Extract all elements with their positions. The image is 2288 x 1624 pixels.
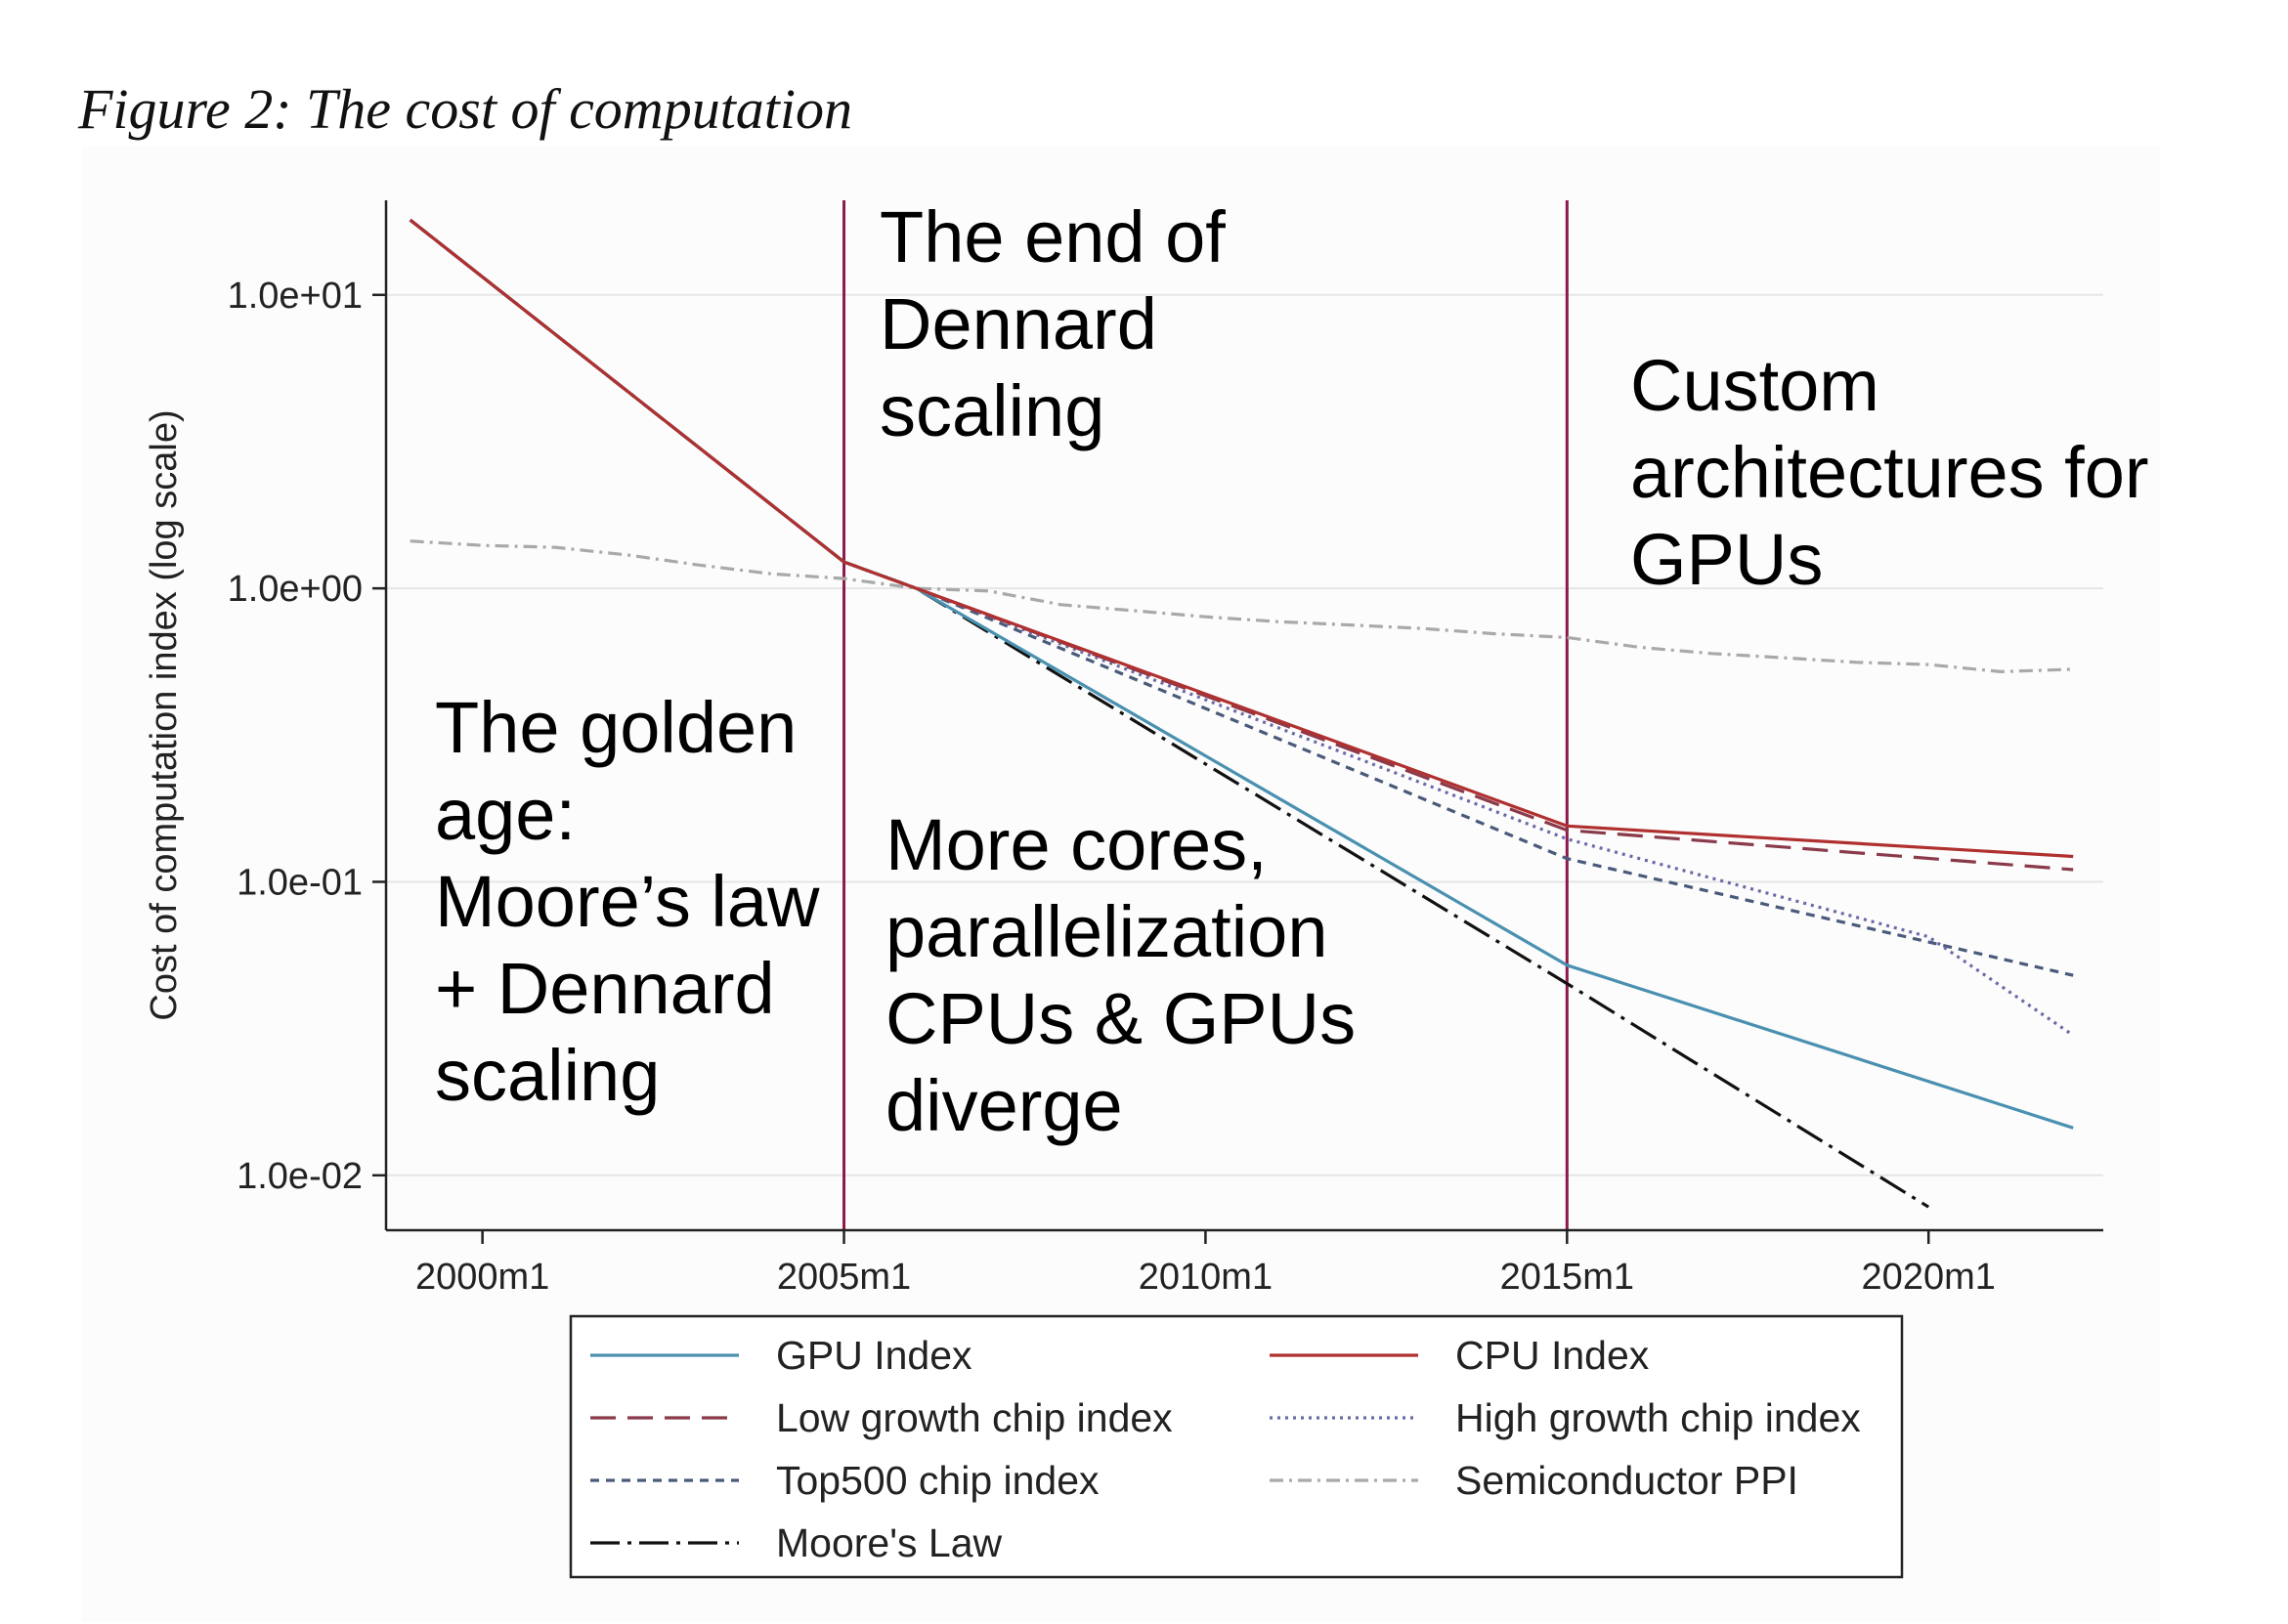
legend-box — [569, 1314, 1904, 1579]
legend-label: Semiconductor PPI — [1455, 1458, 1798, 1503]
vertical-lines-layer — [842, 200, 1569, 1230]
legend-label: Low growth chip index — [776, 1395, 1173, 1440]
annotation-dennard-end-line: The end of — [880, 196, 1226, 278]
legend-label: CPU Index — [1455, 1333, 1650, 1378]
legend-label: GPU Index — [776, 1333, 972, 1378]
annotation-golden-line: + Dennard — [435, 948, 775, 1029]
series-high-growth-chip-index — [409, 218, 2075, 1037]
annotation-cores-line: More cores, — [885, 804, 1268, 885]
annotation-cores-line: CPUs & GPUs — [885, 978, 1356, 1059]
annotation-dennard-end-line: Dennard — [880, 283, 1157, 364]
figure-title: Figure 2: The cost of computation — [78, 77, 853, 141]
y-tick-label: 1.0e-02 — [237, 1156, 363, 1197]
grid-layer — [386, 293, 2103, 1176]
annotation-dennard-end-line: scaling — [880, 370, 1104, 451]
legend-label: High growth chip index — [1455, 1395, 1861, 1440]
annotation-golden-line: Moore’s law — [435, 861, 820, 942]
axis-layer: 1.0e+01 1.0e+00 1.0e-01 1.0e-02 2000m1 2005m1… — [144, 200, 2103, 1298]
legend-label: Top500 chip index — [776, 1458, 1100, 1503]
annotation-golden-line: scaling — [435, 1035, 660, 1116]
annotation-custom-line: GPUs — [1630, 519, 1823, 600]
x-tick-label: 2015m1 — [1500, 1257, 1634, 1298]
annotation-custom-line: Custom — [1630, 345, 1879, 426]
series-low-growth-chip-index — [409, 218, 2074, 872]
y-tick-label: 1.0e+01 — [228, 276, 363, 317]
legend-label: Moore's Law — [776, 1520, 1003, 1565]
annotation-cores-line: parallelization — [885, 891, 1328, 972]
annotation-golden-line: The golden — [435, 687, 797, 768]
legend: GPU Index CPU Index Low growth chip index H… — [569, 1314, 1904, 1579]
annotation-custom-line: architectures for — [1630, 432, 2149, 513]
x-tick-label: 2005m1 — [777, 1257, 911, 1298]
annotation-cores-line: diverge — [885, 1065, 1123, 1146]
series-cpu-index — [409, 218, 2074, 859]
y-tick-label: 1.0e-01 — [237, 862, 363, 903]
y-axis-title: Cost of computation index (log scale) — [144, 409, 185, 1020]
x-tick-label: 2020m1 — [1862, 1257, 1996, 1298]
annotation-golden-line: age: — [435, 774, 576, 855]
x-tick-label: 2010m1 — [1139, 1257, 1273, 1298]
series-layer — [409, 218, 2075, 1209]
x-tick-label: 2000m1 — [415, 1257, 549, 1298]
series-semiconductor-ppi — [410, 539, 2074, 674]
y-tick-label: 1.0e+00 — [228, 569, 363, 610]
